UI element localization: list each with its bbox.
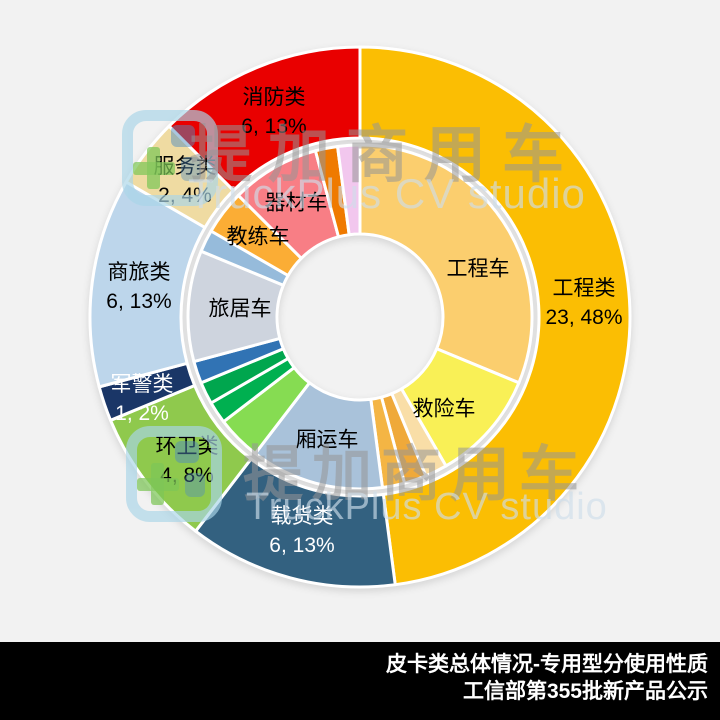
inner-segment-label-教练车: 教练车: [226, 225, 290, 249]
inner-segment-label-旅居车: 旅居车: [208, 297, 272, 321]
truckplus-logo-icon: [122, 110, 218, 206]
logo-block: [185, 473, 205, 497]
inner-segment-label-器材车: 器材车: [264, 191, 328, 215]
inner-segment-label-工程车: 工程车: [446, 257, 510, 281]
truckplus-logo-icon: [126, 426, 222, 522]
watermark-brand-en: TruckPlus CV studio: [188, 170, 586, 217]
watermark-brand-en: TruckPlus CV studio: [246, 486, 608, 528]
logo-block: [175, 441, 199, 463]
inner-segment-工程车: [358, 143, 534, 385]
outer-segment-label-商旅类: 商旅类 6, 13%: [106, 261, 172, 313]
inner-segment-unlabeled-15: [336, 143, 362, 237]
outer-segment-label-军警类: 军警类 1, 2%: [110, 373, 174, 425]
watermark-brand-cn: 提加商用车: [243, 441, 588, 508]
chart-title: 皮卡类总体情况-专用型分使用性质: [386, 653, 708, 676]
logo-plus-icon: [137, 478, 179, 491]
logo-block: [171, 125, 195, 147]
inner-segment-label-救险车: 救险车: [412, 397, 476, 421]
outer-segment-label-消防类: 消防类 6, 13%: [241, 86, 307, 138]
outer-segment-label-工程类: 工程类 23, 48%: [545, 277, 623, 329]
logo-block: [181, 157, 201, 181]
inner-segment-label-厢运车: 厢运车: [295, 428, 359, 452]
chart-subtitle: 工信部第355批新产品公示: [462, 680, 708, 703]
outer-segment-工程类: [358, 45, 632, 587]
outer-segment-label-载货类: 载货类 6, 13%: [269, 505, 335, 557]
watermark-brand-cn: 提加商用车: [190, 121, 581, 190]
title-bar: 皮卡类总体情况-专用型分使用性质 工信部第355批新产品公示: [0, 642, 720, 720]
logo-plus-icon: [133, 162, 175, 175]
